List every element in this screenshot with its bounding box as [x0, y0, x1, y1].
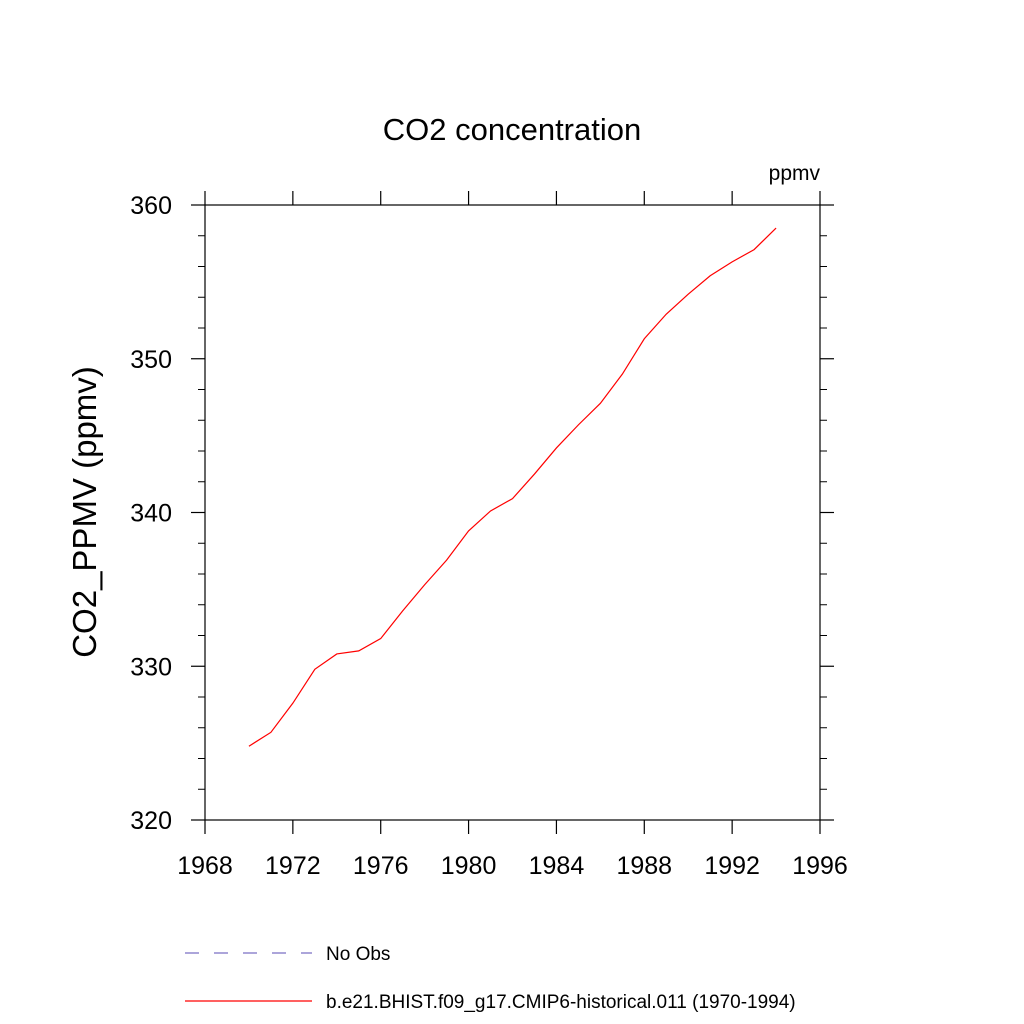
y-tick-label: 340: [130, 500, 172, 528]
axis-tick-labels: 1968 1972 1976 1980 1984 1988 1992 1996 320 330 34…: [130, 192, 848, 880]
legend-label: No Obs: [326, 944, 390, 965]
x-tick-label: 1984: [529, 852, 585, 880]
plot-frame: [204, 204, 821, 821]
legend: No Obs b.e21.BHIST.f09_g17.CMIP6-historic…: [185, 944, 796, 1013]
x-tick-label: 1976: [353, 852, 409, 880]
y-tick-label: 320: [130, 807, 172, 835]
legend-label: b.e21.BHIST.f09_g17.CMIP6-historical.011…: [326, 992, 796, 1013]
axis-ticks: [191, 191, 834, 834]
x-tick-label: 1968: [177, 852, 233, 880]
y-axis-label: CO2_PPMV (ppmv): [66, 366, 103, 658]
chart-title: CO2 concentration: [383, 112, 641, 147]
series-line: [248, 227, 777, 747]
x-tick-label: 1980: [441, 852, 497, 880]
series-layer: [248, 227, 777, 747]
x-tick-label: 1972: [265, 852, 321, 880]
y-tick-label: 360: [130, 192, 172, 220]
y-tick-label: 330: [130, 653, 172, 681]
units-label: ppmv: [769, 162, 821, 185]
y-tick-label: 350: [130, 346, 172, 374]
x-tick-label: 1992: [704, 852, 760, 880]
x-tick-label: 1988: [616, 852, 672, 880]
x-tick-label: 1996: [792, 852, 848, 880]
